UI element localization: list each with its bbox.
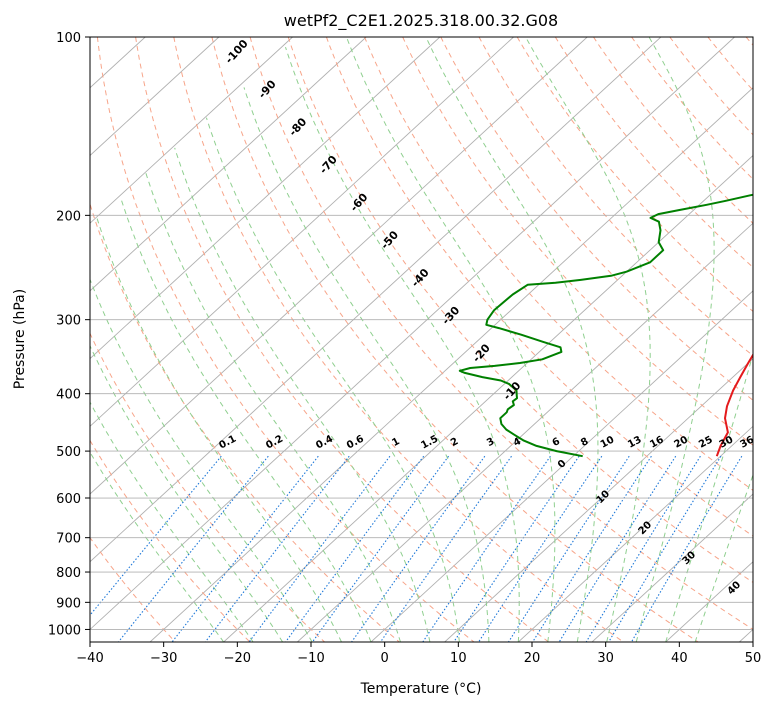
isotherm-line [223, 154, 753, 642]
mixing-ratio-line [608, 455, 722, 642]
temperature-profile-line [715, 353, 753, 457]
mixing-ratio-line [204, 455, 350, 642]
y-tick-label: 200 [56, 209, 81, 224]
mixing-ratio-line [631, 455, 743, 642]
moist-adiabat-line [90, 451, 225, 642]
isotherm-line [90, 37, 514, 427]
mixing-ratio-line [90, 455, 222, 617]
mixing-ratio-line [558, 455, 677, 642]
isotherm-line [591, 493, 753, 642]
x-tick-label: 30 [597, 651, 614, 666]
isotherm-line [90, 37, 735, 631]
x-tick-label: 40 [671, 651, 688, 666]
mixing-ratio-label: 36 [738, 434, 755, 450]
x-tick-label: −40 [76, 651, 103, 666]
x-tick-label: −30 [150, 651, 177, 666]
dry-adiabat-line [287, 37, 753, 584]
dewpoint-profile-line [458, 193, 753, 458]
mixing-ratio-label: 8 [579, 436, 590, 449]
dry-adiabat-line [90, 202, 400, 642]
dry-adiabat-line [593, 37, 753, 224]
y-tick-label: 300 [56, 314, 81, 329]
mixing-ratio-line [248, 455, 391, 642]
isotherm-line [90, 37, 367, 292]
mixing-ratio-line [171, 455, 319, 642]
mixing-ratio-line [311, 455, 450, 642]
isotherm-line [370, 290, 753, 642]
mixing-ratio-label: 4 [512, 436, 523, 449]
mixing-ratio-label: 1 [390, 436, 401, 449]
dry-adiabat-line [135, 37, 550, 642]
y-tick-label: 900 [56, 596, 81, 611]
dry-adiabat-line [325, 37, 753, 537]
moist-adiabat-line [120, 198, 372, 642]
dry-adiabat-line [516, 37, 753, 313]
dry-adiabat-line [364, 37, 753, 491]
y-axis-label: Pressure (hPa) [12, 289, 28, 389]
x-tick-label: −20 [224, 651, 251, 666]
mixing-ratio-line [285, 455, 425, 642]
moist-adiabat-line [285, 46, 520, 642]
plot-area: -100-90-80-70-60-50-40-30-20-100.1 0.2 0.4… [90, 37, 755, 642]
dry-adiabat-line [249, 37, 753, 631]
mixing-ratio-label: 2 [449, 436, 460, 449]
mixing-ratio-label: 6 [551, 436, 562, 449]
isotherm-line [444, 357, 753, 642]
isotherm-line [90, 37, 220, 157]
mixing-ratio-label: 3 [485, 436, 496, 449]
x-tick-label: −10 [297, 651, 324, 666]
moist-adiabat-line [525, 37, 651, 642]
dry-adiabat-line [478, 37, 753, 357]
dry-adiabat-line [631, 37, 753, 180]
x-tick-label: 10 [450, 651, 467, 666]
y-tick-label: 400 [56, 388, 81, 403]
dry-adiabat-line [402, 37, 753, 446]
isotherm-line [90, 37, 293, 224]
mixing-ratio-line [380, 455, 512, 642]
mixing-ratio-line [117, 455, 269, 642]
y-tick-label: 100 [56, 31, 81, 46]
moist-adiabat-line [346, 37, 556, 642]
x-tick-label: 20 [524, 651, 541, 666]
x-axis-label: Temperature (°C) [360, 681, 482, 697]
y-tick-label: 1000 [48, 623, 81, 638]
moist-adiabat-line [90, 401, 254, 642]
axes: −40 −30 −20 −10 0 10 20 30 40 50 1000 900 800 700 600 5… [48, 31, 761, 666]
moist-adiabat-line [635, 37, 715, 642]
isotherm-line [90, 37, 588, 495]
y-tick-label: 600 [56, 492, 81, 507]
mixing-ratio-line [585, 455, 701, 642]
mixing-ratio-line [453, 455, 580, 642]
y-tick-label: 800 [56, 566, 81, 581]
moist-adiabat-line [90, 344, 284, 642]
moist-adiabat-line [243, 87, 490, 642]
moist-adiabat-line [425, 37, 599, 642]
moist-adiabat-line [145, 172, 401, 642]
y-tick-label: 700 [56, 532, 81, 547]
moist-adiabat-line [205, 117, 460, 642]
isotherm-line [90, 37, 441, 360]
mixing-ratio-line [478, 455, 603, 642]
isotherm-line [149, 87, 753, 642]
isotherm-line [90, 37, 662, 563]
x-tick-label: 0 [381, 651, 389, 666]
dry-adiabat-line [211, 37, 699, 642]
moist-adiabat-line [90, 278, 313, 642]
dry-adiabat-line [440, 37, 753, 401]
plot-frame [89, 36, 754, 643]
mixing-ratio-line [422, 455, 551, 642]
moist-adiabat-line [96, 218, 342, 642]
x-tick-label: 50 [745, 651, 762, 666]
y-tick-label: 500 [56, 445, 81, 460]
moist-adiabat-line [174, 147, 431, 642]
chart-title: wetPf2_C2E1.2025.318.00.32.G08 [284, 11, 558, 31]
